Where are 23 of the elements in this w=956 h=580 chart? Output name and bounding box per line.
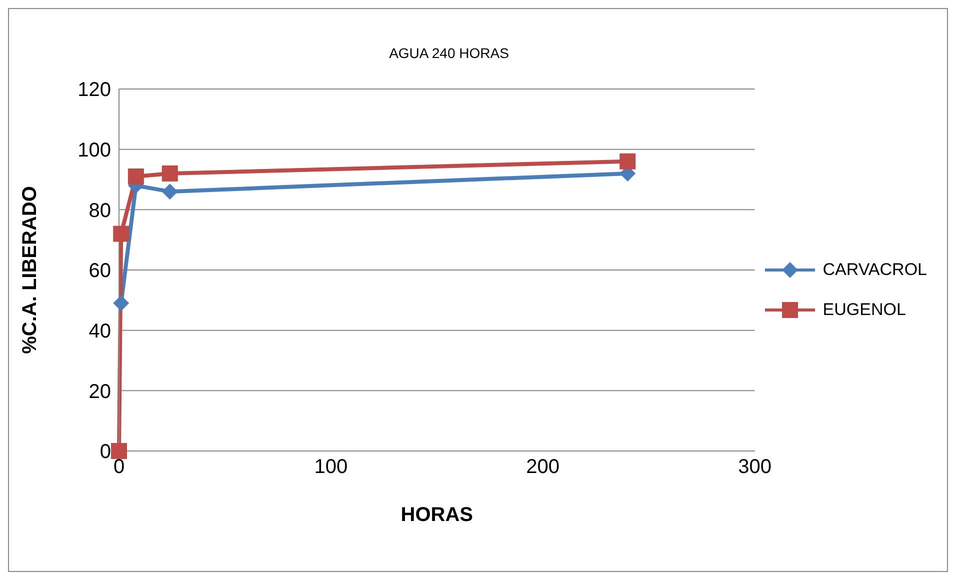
- y-axis-title: %C.A. LIBERADO: [19, 186, 42, 354]
- y-tick-label: 40: [88, 320, 111, 342]
- chart-title: AGUA 240 HORAS: [388, 45, 510, 61]
- y-tick-label: 80: [88, 200, 111, 222]
- point: [162, 165, 178, 182]
- y-tick-label: 20: [88, 380, 111, 403]
- point: [113, 226, 130, 242]
- point: [111, 443, 127, 459]
- legend-label: EUGENOL: [822, 300, 906, 320]
- x-tick-label: 100: [314, 456, 348, 478]
- point: [620, 153, 636, 170]
- point: [162, 184, 178, 200]
- point: [113, 295, 130, 312]
- y-tick-label: 120: [78, 79, 111, 102]
- legend-label: CARVACROL: [822, 260, 927, 280]
- x-tick-label: 300: [738, 456, 772, 478]
- point: [128, 168, 144, 184]
- y-tick-label: 60: [88, 260, 111, 282]
- x-tick-label: 0: [113, 456, 125, 478]
- y-tick-label: 100: [78, 139, 111, 162]
- x-axis-title: HORAS: [400, 504, 473, 526]
- y-tick-label: 0: [100, 441, 111, 464]
- x-tick-label: 200: [526, 456, 560, 478]
